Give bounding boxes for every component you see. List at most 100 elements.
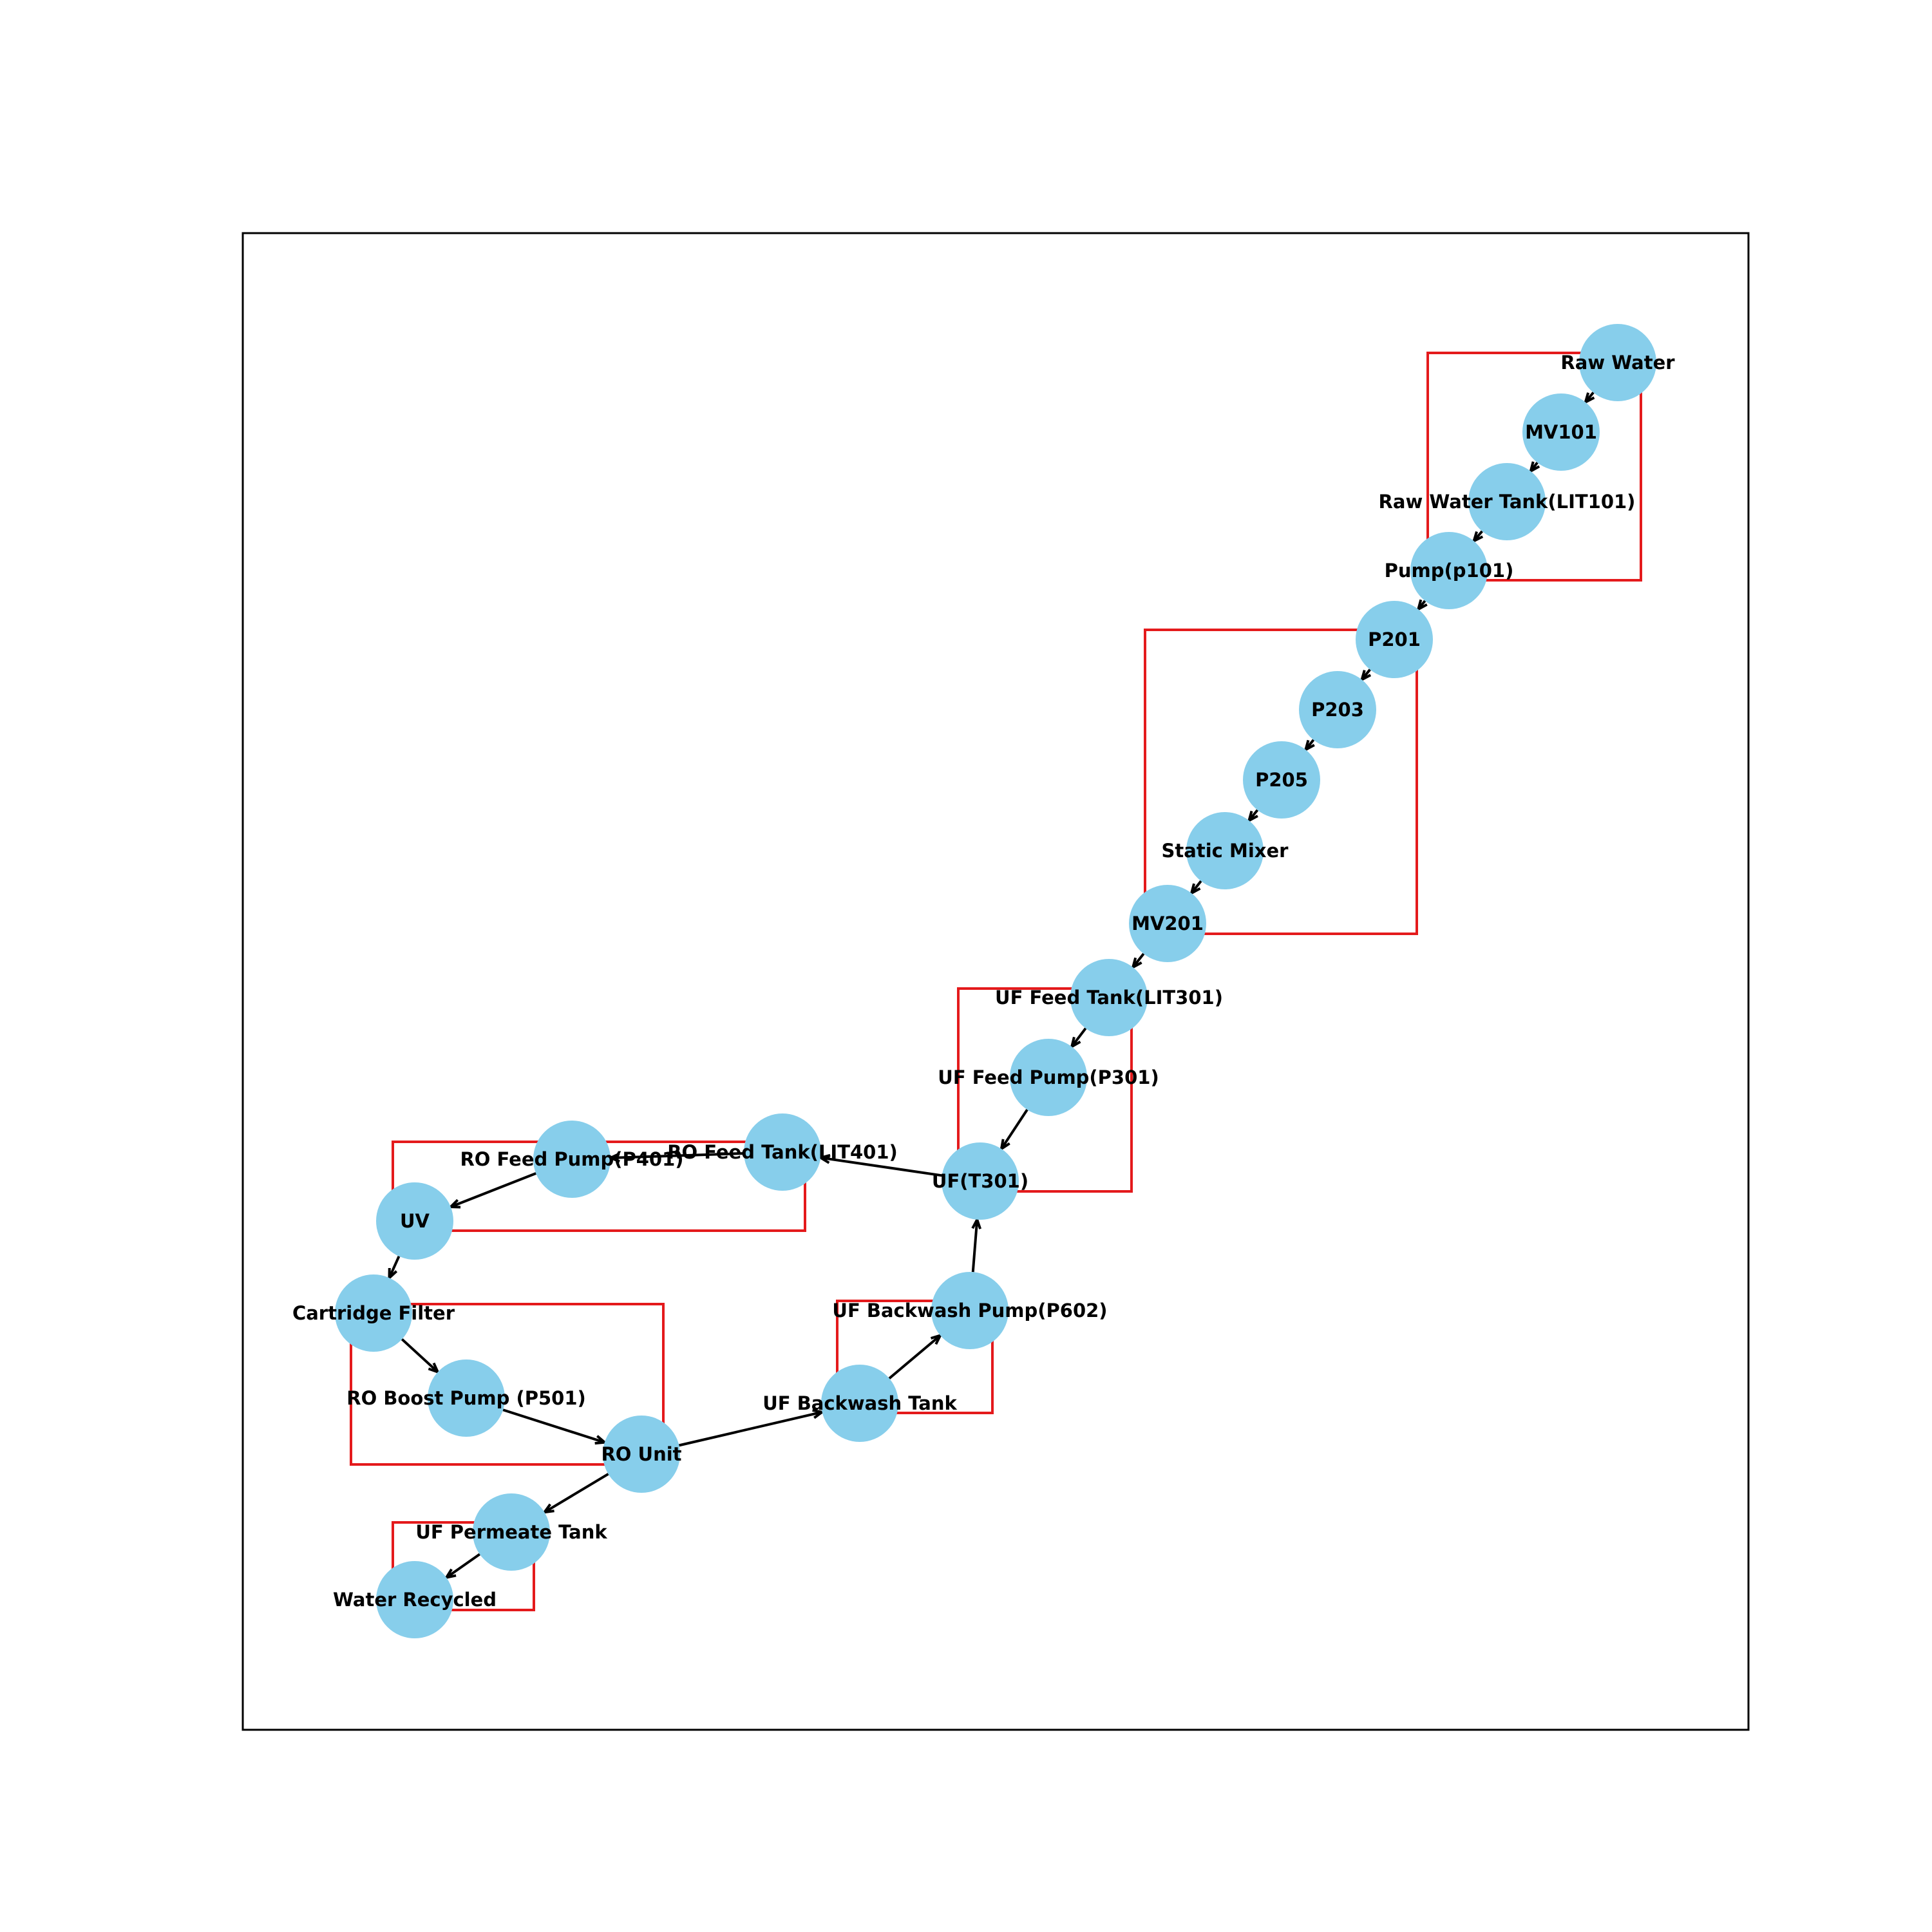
process-nodes: Raw Water MV101 Raw Water Tank(LIT101) Pump… — [292, 324, 1675, 1638]
edge-p501-to-ro_unit — [502, 1408, 605, 1444]
node-uv: UV — [376, 1182, 453, 1260]
node-label: UF Backwash Tank — [762, 1392, 957, 1414]
node-label: P201 — [1368, 629, 1421, 650]
node-label: UF Feed Pump(P301) — [938, 1066, 1159, 1088]
edge-p401-to-uv — [450, 1172, 536, 1208]
arrowhead-p301-to-t301 — [999, 1139, 1010, 1152]
group-box-stage7 — [392, 1521, 535, 1611]
node-label: P203 — [1311, 699, 1364, 721]
edge-t301-to-lit401 — [820, 1156, 942, 1177]
node-label: RO Boost Pump (P501) — [346, 1387, 586, 1409]
node-lit101: Raw Water Tank(LIT101) — [1379, 463, 1636, 540]
node-mv101: MV101 — [1522, 393, 1600, 471]
node-p301: UF Feed Pump(P301) — [938, 1039, 1159, 1116]
group-box-stage6 — [836, 1300, 994, 1414]
edge-ro_unit-to-uf_backwash_tank — [678, 1410, 823, 1447]
edge-cartridge-to-p501 — [401, 1338, 439, 1373]
edge-uf_backwash_tank-to-p602 — [888, 1334, 942, 1379]
edge-p301-to-t301 — [1000, 1109, 1028, 1150]
edge-lit301-to-p301 — [1070, 1027, 1087, 1048]
node-label: Pump(p101) — [1385, 560, 1514, 582]
arrowhead-uf_backwash_tank-to-p602 — [930, 1333, 943, 1345]
node-label: Water Recycled — [333, 1589, 497, 1611]
edge-ro_unit-to-uf_permeate — [544, 1473, 609, 1513]
arrowhead-uv-to-cartridge — [388, 1267, 398, 1281]
node-label: RO Feed Pump(P401) — [460, 1148, 683, 1170]
node-circle — [473, 1493, 550, 1571]
node-circle — [603, 1416, 680, 1493]
node-circle — [744, 1113, 821, 1191]
arrowhead-p205-to-mixer — [1247, 810, 1258, 824]
node-mixer: Static Mixer — [1162, 812, 1289, 889]
node-p205: P205 — [1243, 741, 1320, 819]
node-label: MV201 — [1132, 913, 1204, 934]
node-circle — [335, 1274, 412, 1352]
node-circle — [1410, 532, 1488, 609]
node-water_recycled: Water Recycled — [333, 1561, 497, 1638]
node-label: Static Mixer — [1162, 840, 1289, 862]
node-uf_backwash_tank: UF Backwash Tank — [762, 1365, 957, 1442]
arrowhead-ro_unit-to-uf_backwash_tank — [812, 1408, 826, 1419]
arrowhead-lit101-to-p101 — [1472, 531, 1484, 544]
node-circle — [1299, 671, 1376, 748]
node-circle — [1129, 885, 1206, 962]
node-label: P205 — [1255, 769, 1308, 791]
node-circle — [428, 1359, 505, 1437]
node-p201: P201 — [1356, 601, 1433, 678]
node-circle — [533, 1121, 611, 1198]
node-circle — [1579, 324, 1656, 401]
node-label: UF Feed Tank(LIT301) — [995, 987, 1223, 1009]
edge-p602-to-t301 — [971, 1219, 979, 1273]
node-circle — [942, 1142, 1019, 1220]
node-ro_unit: RO Unit — [601, 1416, 682, 1493]
node-circle — [1522, 393, 1600, 471]
node-p101: Pump(p101) — [1385, 532, 1514, 609]
node-cartridge: Cartridge Filter — [292, 1274, 455, 1352]
node-p602: UF Backwash Pump(P602) — [832, 1272, 1108, 1349]
node-circle — [1468, 463, 1546, 540]
node-circle — [1356, 601, 1433, 678]
node-label: Raw Water Tank(LIT101) — [1379, 491, 1636, 513]
arrowhead-lit301-to-p301 — [1070, 1036, 1081, 1050]
node-p401: RO Feed Pump(P401) — [460, 1121, 684, 1198]
node-mv201: MV201 — [1129, 885, 1206, 962]
node-label: RO Feed Tank(LIT401) — [667, 1141, 898, 1163]
node-label: Raw Water — [1560, 352, 1675, 374]
plot-frame — [242, 232, 1750, 1731]
stage-boxes — [350, 352, 1642, 1611]
node-label: UV — [400, 1210, 430, 1232]
node-circle — [1186, 812, 1264, 889]
node-label: MV101 — [1525, 421, 1597, 443]
node-circle — [931, 1272, 1009, 1349]
group-box-stage3 — [957, 987, 1133, 1193]
node-lit301: UF Feed Tank(LIT301) — [995, 959, 1223, 1036]
arrowhead-p401-to-uv — [448, 1198, 461, 1209]
node-label: UF Backwash Pump(P602) — [832, 1300, 1107, 1321]
node-circle — [376, 1561, 453, 1638]
node-circle — [1010, 1039, 1087, 1116]
node-p501: RO Boost Pump (P501) — [346, 1359, 586, 1437]
node-uf_permeate: UF Permeate Tank — [415, 1493, 607, 1571]
node-circle — [1070, 959, 1148, 1036]
node-lit401: RO Feed Tank(LIT401) — [667, 1113, 898, 1191]
node-label: Cartridge Filter — [292, 1302, 455, 1324]
node-p203: P203 — [1299, 671, 1376, 748]
flow-edges — [388, 392, 1595, 1580]
group-box-stage1 — [1426, 352, 1642, 582]
node-raw_water: Raw Water — [1560, 324, 1675, 401]
arrowhead-raw_water-to-mv101 — [1583, 392, 1595, 405]
edge-uf_permeate-to-water_recycled — [446, 1553, 480, 1579]
edge-uv-to-cartridge — [388, 1255, 401, 1279]
node-circle — [376, 1182, 453, 1260]
node-circle — [821, 1365, 898, 1442]
edge-lit401-to-p401 — [610, 1152, 744, 1159]
arrowhead-ro_unit-to-uf_permeate — [542, 1503, 554, 1514]
node-label: RO Unit — [601, 1443, 681, 1465]
group-box-stage2 — [1144, 629, 1418, 935]
group-box-stage5 — [350, 1303, 665, 1466]
node-t301: UF(T301) — [932, 1142, 1028, 1220]
node-label: UF(T301) — [932, 1170, 1028, 1192]
node-circle — [1243, 741, 1320, 819]
node-label: UF Permeate Tank — [415, 1521, 607, 1543]
